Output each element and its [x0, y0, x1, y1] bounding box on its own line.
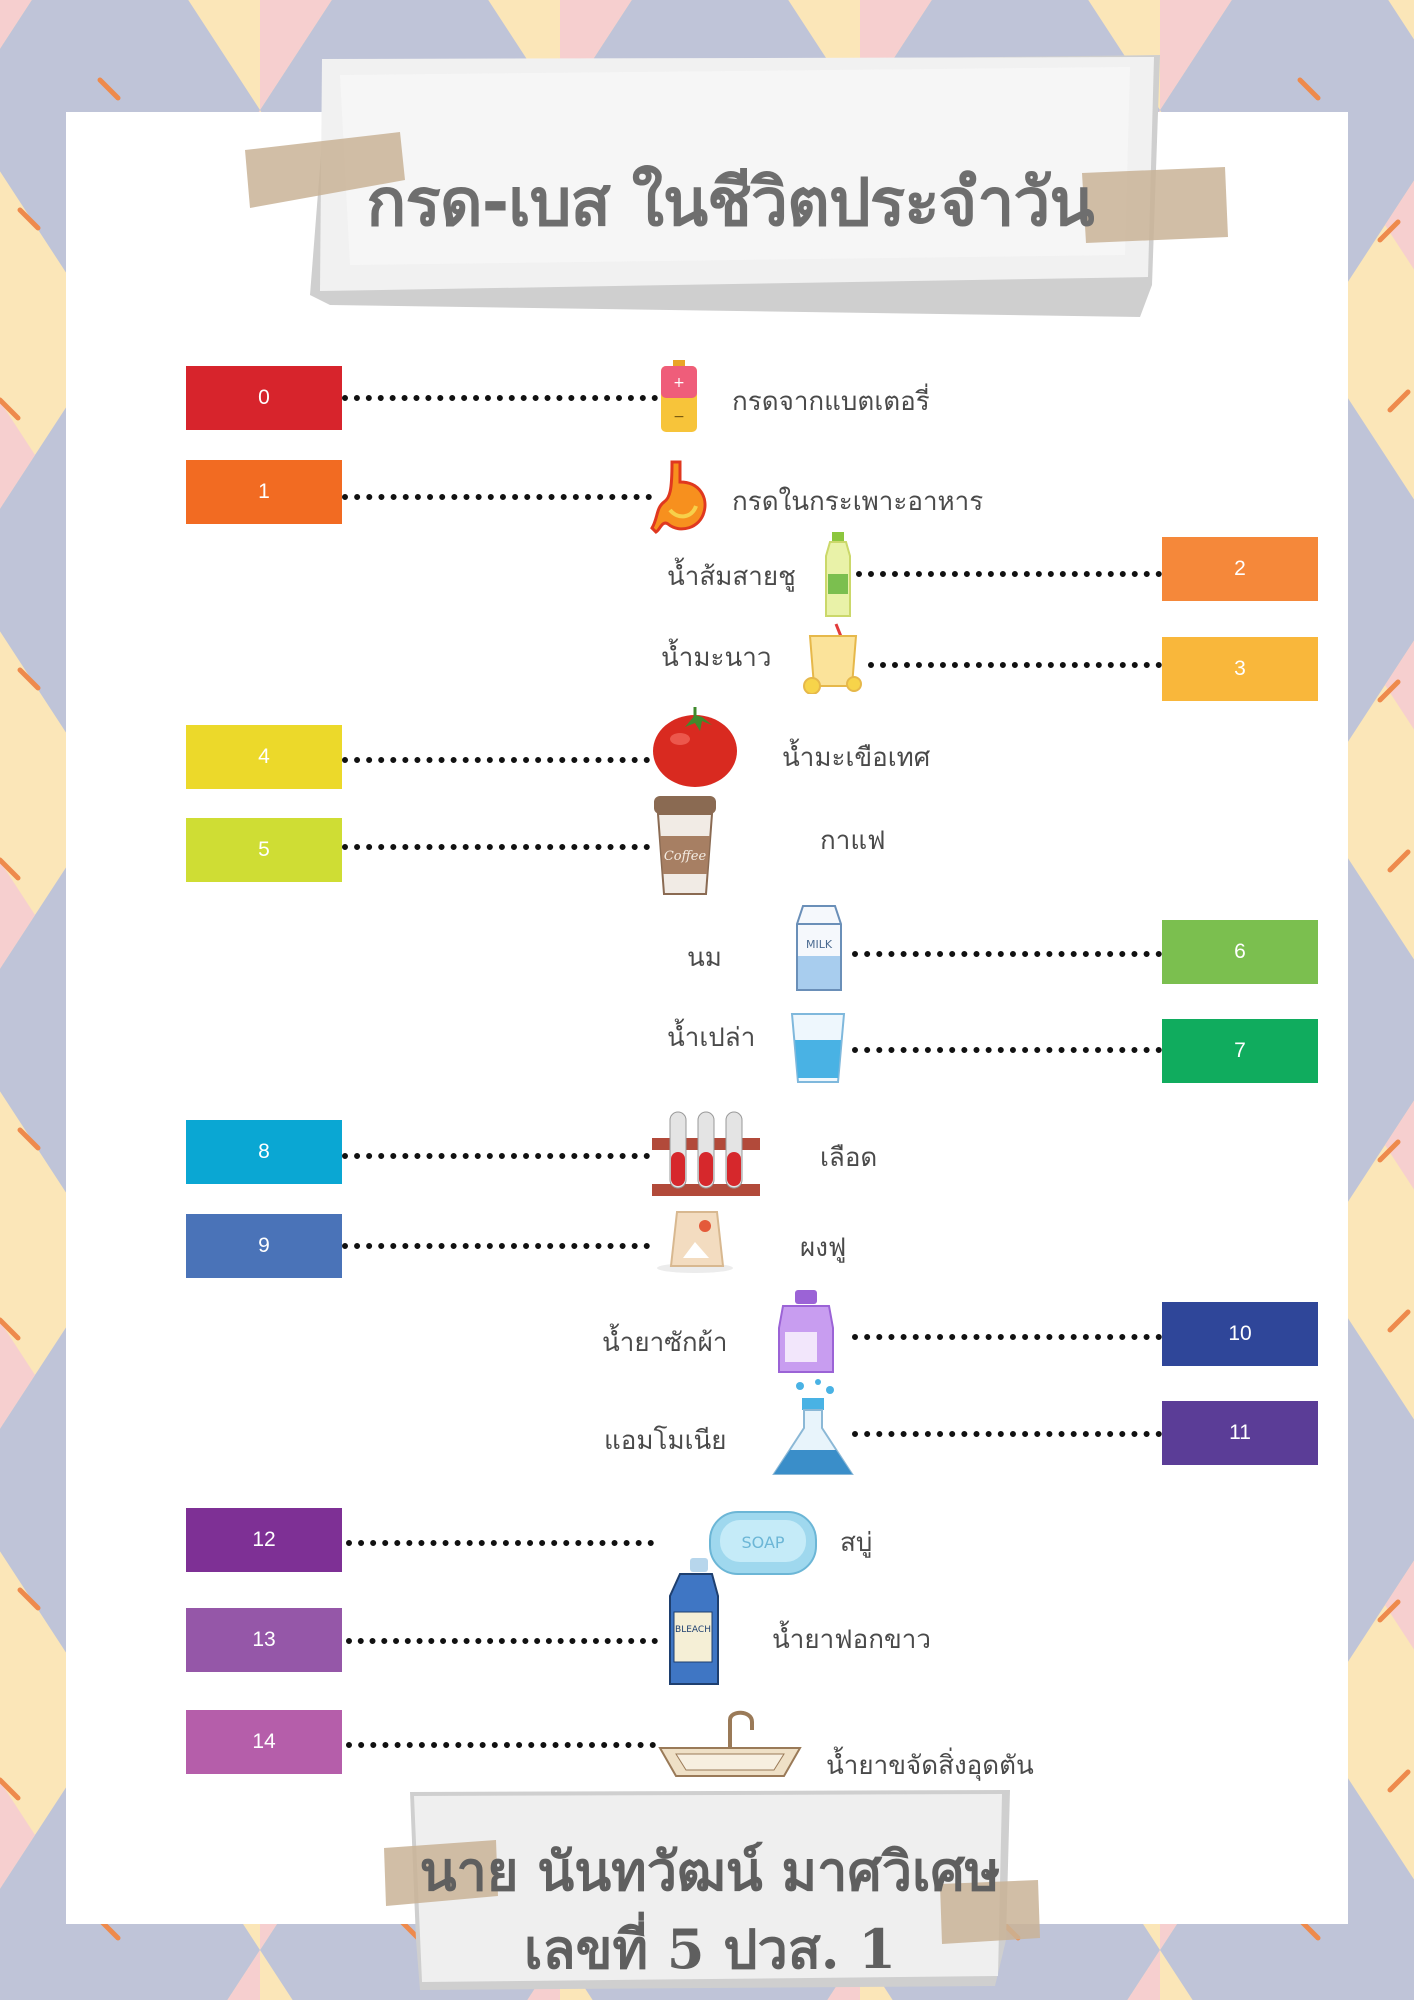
student-number-class: เลขที่ 5 ปวส. 1 [524, 1917, 896, 1981]
ph-box-12: 12 [186, 1508, 342, 1572]
connector-line [342, 395, 658, 401]
svg-text:−: − [673, 409, 685, 425]
svg-text:Coffee: Coffee [664, 849, 707, 864]
lemonade-icon [803, 623, 862, 694]
ph-box-1: 1 [186, 460, 342, 524]
ph-box-5: 5 [186, 818, 342, 882]
ph-box-4: 4 [186, 725, 342, 789]
tape-right [940, 1880, 1040, 1944]
item-label: สบู่ [840, 1528, 873, 1558]
ph-box-6: 6 [1162, 920, 1318, 984]
battery-icon: + − [661, 360, 697, 432]
item-label: น้ำมะนาว [661, 643, 772, 673]
connector-line [852, 1334, 1162, 1340]
item-label: น้ำยาฟอกขาว [772, 1625, 931, 1655]
stomach-icon [650, 460, 707, 534]
item-label: น้ำเปล่า [667, 1023, 756, 1053]
item-label: กรดในกระเพาะอาหาร [732, 487, 984, 517]
tape-left [384, 1840, 498, 1906]
ph-box-0: 0 [186, 366, 342, 430]
blood-tubes-icon [652, 1111, 760, 1196]
water-glass-icon [790, 1013, 846, 1083]
baking-powder-icon [657, 1211, 733, 1273]
connector-line [346, 1638, 658, 1644]
item-label: นม [687, 943, 722, 973]
vinegar-bottle-icon [825, 532, 851, 617]
ph-box-14: 14 [186, 1710, 342, 1774]
svg-text:MILK: MILK [806, 938, 833, 951]
ph-box-2: 2 [1162, 537, 1318, 601]
tape-left [245, 132, 405, 208]
bleach-bottle-icon: BLEACH [669, 1558, 719, 1685]
connector-line [852, 1047, 1162, 1053]
student-name: นาย นันทวัฒน์ มาศวิเศษ [419, 1839, 1001, 1903]
connector-line [346, 1540, 654, 1546]
item-label: น้ำยาขจัดสิ่งอุดตัน [826, 1751, 1034, 1781]
connector-line [852, 951, 1162, 957]
svg-text:BLEACH: BLEACH [675, 1625, 711, 1635]
milk-carton-icon: MILK [796, 905, 842, 991]
title-paper-banner [310, 55, 1160, 317]
footer-paper-banner [410, 1790, 1010, 1990]
item-label: น้ำส้มสายชู [667, 562, 796, 592]
item-label: กาแฟ [820, 826, 886, 856]
connector-line [342, 844, 650, 850]
tape-right [1082, 167, 1228, 243]
sink-icon [658, 1710, 802, 1777]
detergent-bottle-icon [778, 1290, 834, 1373]
connector-line [346, 1742, 656, 1748]
item-label: น้ำยาซักผ้า [602, 1328, 728, 1358]
connector-line [342, 1243, 650, 1249]
connector-line [342, 494, 652, 500]
ph-box-8: 8 [186, 1120, 342, 1184]
svg-text:SOAP: SOAP [741, 1533, 784, 1552]
ph-box-10: 10 [1162, 1302, 1318, 1366]
item-label: น้ำมะเขือเทศ [782, 743, 931, 773]
svg-text:+: + [673, 375, 685, 391]
ph-box-7: 7 [1162, 1019, 1318, 1083]
connector-line [868, 662, 1162, 668]
ph-box-11: 11 [1162, 1401, 1318, 1465]
connector-line [342, 757, 650, 763]
ammonia-flask-icon [772, 1379, 854, 1475]
item-label: แอมโมเนีย [604, 1426, 727, 1456]
ph-box-13: 13 [186, 1608, 342, 1672]
item-label: เลือด [820, 1143, 878, 1173]
item-label: กรดจากแบตเตอรี่ [732, 387, 930, 417]
soap-icon: SOAP [709, 1511, 817, 1575]
ph-box-9: 9 [186, 1214, 342, 1278]
tomato-icon [653, 707, 737, 787]
item-label: ผงฟู [800, 1233, 847, 1263]
connector-line [342, 1153, 650, 1159]
connector-line [852, 1431, 1162, 1437]
ph-box-3: 3 [1162, 637, 1318, 701]
connector-line [856, 571, 1162, 577]
coffee-cup-icon: Coffee [654, 796, 716, 895]
page-title: กรด-เบส ในชีวิตประจำวัน [366, 164, 1094, 241]
